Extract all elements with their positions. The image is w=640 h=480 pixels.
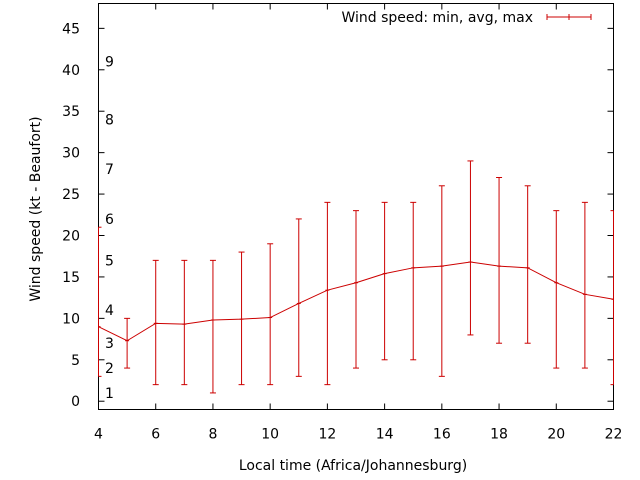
- x-tick-label: 16: [433, 427, 451, 443]
- x-axis: 4 6 8 10 12 14 16 18 20 22: [94, 3, 623, 443]
- error-bar: [496, 177, 503, 344]
- error-bar: [324, 201, 331, 386]
- error-bar: [152, 259, 159, 386]
- x-axis-title: Local time (Africa/Johannesburg): [239, 458, 467, 474]
- beaufort-label: 3: [105, 336, 114, 352]
- beaufort-label: 6: [105, 212, 114, 228]
- series-layer: [98, 160, 614, 394]
- beaufort-label: 1: [105, 386, 114, 402]
- legend-swatch: [546, 14, 592, 20]
- legend: Wind speed: min, avg, max: [341, 10, 592, 26]
- x-tick-label: 12: [318, 427, 336, 443]
- beaufort-label: 7: [105, 162, 114, 178]
- beaufort-label: 9: [105, 55, 114, 71]
- y-tick-label: 5: [71, 353, 80, 369]
- y-tick-label: 10: [62, 311, 80, 327]
- error-bar: [410, 201, 417, 361]
- error-bar: [238, 251, 245, 386]
- y-tick-label: 0: [71, 394, 80, 410]
- x-tick-label: 6: [151, 427, 160, 443]
- error-bar: [98, 226, 102, 377]
- legend-label: Wind speed: min, avg, max: [341, 10, 533, 26]
- x-tick-label: 14: [376, 427, 394, 443]
- y-tick-label: 20: [62, 229, 80, 245]
- x-tick-label: 20: [547, 427, 565, 443]
- beaufort-label: 5: [105, 253, 114, 269]
- beaufort-scale: 1 2 3 4 5 6 7 8 9: [105, 55, 114, 402]
- plot-frame: [98, 3, 614, 410]
- beaufort-label: 8: [105, 113, 114, 129]
- y-axis-title: Wind speed (kt - Beaufort): [28, 116, 44, 301]
- error-bar: [381, 201, 388, 361]
- error-bar: [181, 259, 188, 386]
- error-bar: [553, 210, 560, 369]
- y-tick-label: 45: [62, 21, 80, 37]
- error-bar: [353, 210, 359, 369]
- x-tick-label: 4: [94, 427, 103, 443]
- error-bar: [610, 210, 614, 386]
- y-tick-label: 30: [62, 146, 80, 162]
- error-bar: [438, 185, 445, 377]
- error-bar: [524, 185, 531, 344]
- error-bar: [467, 160, 474, 336]
- y-tick-label: 35: [62, 104, 80, 120]
- beaufort-label: 2: [105, 361, 114, 377]
- beaufort-label: 4: [105, 303, 114, 319]
- x-tick-label: 18: [490, 427, 508, 443]
- error-bar: [124, 317, 131, 369]
- error-bar: [267, 243, 274, 386]
- y-tick-label: 15: [62, 270, 80, 286]
- error-bar: [295, 218, 302, 377]
- y-tick-label: 25: [62, 187, 80, 203]
- y-tick-label: 40: [62, 63, 80, 79]
- x-tick-label: 22: [605, 427, 623, 443]
- error-bar: [209, 259, 216, 394]
- x-tick-label: 10: [261, 427, 279, 443]
- x-tick-label: 8: [208, 427, 217, 443]
- error-bar: [581, 201, 588, 369]
